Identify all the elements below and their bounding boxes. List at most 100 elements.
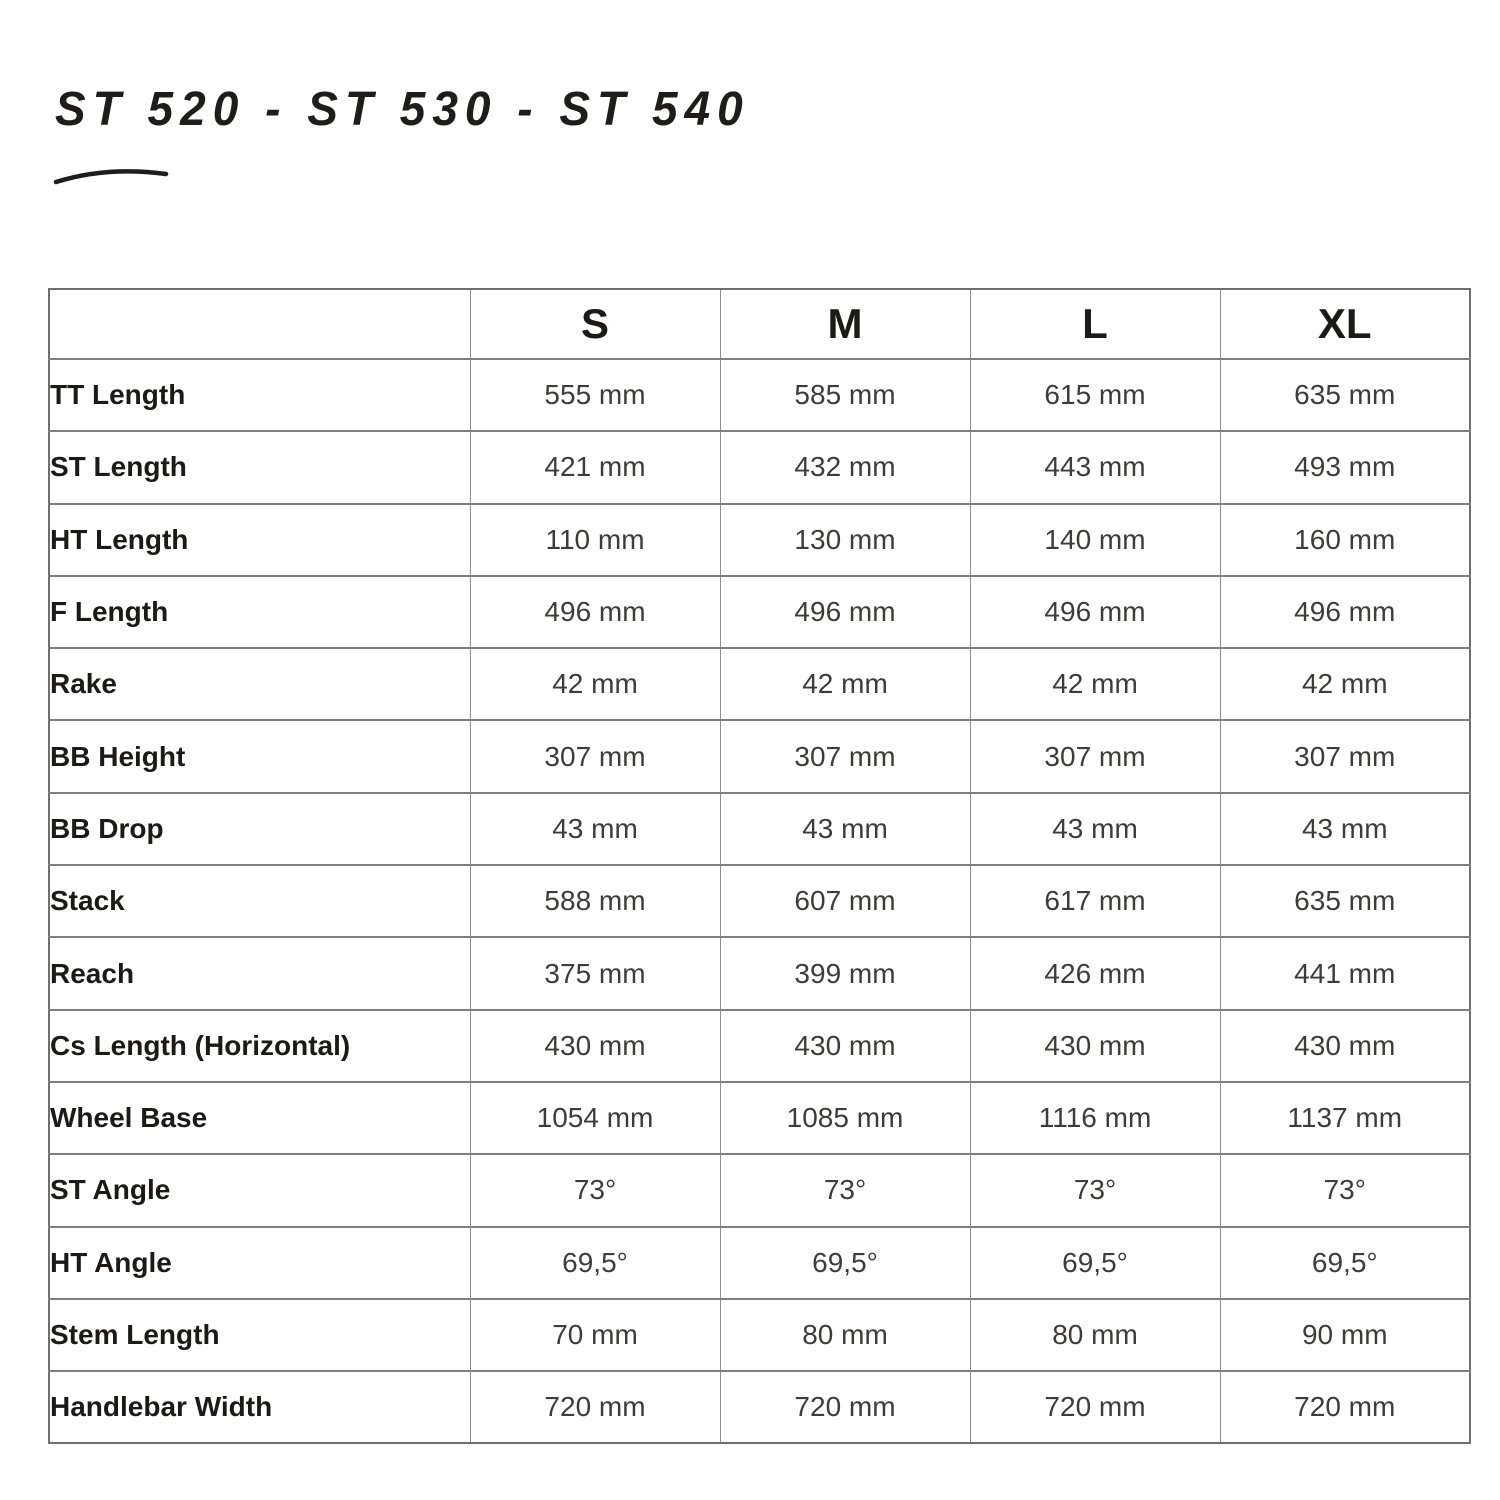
spec-value: 607 mm bbox=[719, 864, 970, 938]
spec-value: 80 mm bbox=[719, 1297, 970, 1372]
spec-value: 43 mm bbox=[1219, 791, 1470, 866]
spec-table-body: TT Length 555 mm 585 mm 615 mm 635 mm ST Leng… bbox=[49, 357, 1470, 1444]
table-row: BB Drop 43 mm 43 mm 43 mm 43 mm bbox=[49, 791, 1470, 866]
spec-value: 615 mm bbox=[969, 357, 1220, 432]
spec-value: 720 mm bbox=[719, 1370, 970, 1444]
table-row: Wheel Base 1054 mm 1085 mm 1116 mm 1137 mm bbox=[49, 1080, 1470, 1155]
spec-value: 42 mm bbox=[719, 647, 970, 721]
row-label: TT Length bbox=[49, 357, 470, 432]
spec-value: 720 mm bbox=[469, 1370, 720, 1444]
spec-value: 430 mm bbox=[969, 1008, 1220, 1082]
spec-value: 720 mm bbox=[1219, 1370, 1470, 1444]
spec-value: 496 mm bbox=[719, 574, 970, 649]
row-label: ST Angle bbox=[49, 1153, 470, 1227]
table-row: BB Height 307 mm 307 mm 307 mm 307 mm bbox=[49, 719, 1470, 793]
spec-value: 43 mm bbox=[469, 791, 720, 866]
spec-value: 69,5° bbox=[719, 1225, 970, 1299]
page-title: ST 520 - ST 530 - ST 540 bbox=[55, 81, 750, 136]
row-label: BB Height bbox=[49, 719, 470, 793]
table-row: TT Length 555 mm 585 mm 615 mm 635 mm bbox=[49, 357, 1470, 432]
spec-value: 441 mm bbox=[1219, 936, 1470, 1010]
spec-value: 496 mm bbox=[469, 574, 720, 649]
title-underline-swoosh bbox=[53, 169, 169, 185]
spec-value: 70 mm bbox=[469, 1297, 720, 1372]
spec-value: 493 mm bbox=[1219, 430, 1470, 504]
spec-value: 43 mm bbox=[969, 791, 1220, 866]
spec-value: 430 mm bbox=[469, 1008, 720, 1082]
spec-value: 421 mm bbox=[469, 430, 720, 504]
spec-value: 1137 mm bbox=[1219, 1080, 1470, 1155]
spec-value: 110 mm bbox=[469, 502, 720, 576]
geometry-table: S M L XL TT Length 555 mm 585 mm 615 mm 635 … bbox=[48, 288, 1471, 1445]
table-row: Handlebar Width 720 mm 720 mm 720 mm 720 mm bbox=[49, 1370, 1470, 1444]
spec-value: 43 mm bbox=[719, 791, 970, 866]
table-row: F Length 496 mm 496 mm 496 mm 496 mm bbox=[49, 574, 1470, 649]
spec-value: 42 mm bbox=[469, 647, 720, 721]
size-header-xl: XL bbox=[1219, 289, 1470, 359]
spec-value: 73° bbox=[469, 1153, 720, 1227]
row-label: Handlebar Width bbox=[49, 1370, 470, 1444]
spec-value: 42 mm bbox=[1219, 647, 1470, 721]
spec-value: 635 mm bbox=[1219, 864, 1470, 938]
spec-value: 307 mm bbox=[469, 719, 720, 793]
table-row: HT Angle 69,5° 69,5° 69,5° 69,5° bbox=[49, 1225, 1470, 1299]
corner-cell bbox=[49, 289, 470, 359]
table-row: Stack 588 mm 607 mm 617 mm 635 mm bbox=[49, 864, 1470, 938]
spec-value: 73° bbox=[719, 1153, 970, 1227]
size-header-s: S bbox=[469, 289, 720, 359]
row-label: Reach bbox=[49, 936, 470, 1010]
spec-value: 69,5° bbox=[1219, 1225, 1470, 1299]
spec-value: 1116 mm bbox=[969, 1080, 1220, 1155]
table-row: HT Length 110 mm 130 mm 140 mm 160 mm bbox=[49, 502, 1470, 576]
spec-value: 635 mm bbox=[1219, 357, 1470, 432]
spec-value: 140 mm bbox=[969, 502, 1220, 576]
spec-value: 617 mm bbox=[969, 864, 1220, 938]
table-row: ST Length 421 mm 432 mm 443 mm 493 mm bbox=[49, 430, 1470, 504]
size-header-row: S M L XL bbox=[49, 289, 1470, 359]
row-label: Wheel Base bbox=[49, 1080, 470, 1155]
row-label: Rake bbox=[49, 647, 470, 721]
size-header-m: M bbox=[719, 289, 970, 359]
spec-value: 496 mm bbox=[1219, 574, 1470, 649]
spec-value: 130 mm bbox=[719, 502, 970, 576]
spec-value: 307 mm bbox=[969, 719, 1220, 793]
spec-value: 307 mm bbox=[1219, 719, 1470, 793]
spec-value: 90 mm bbox=[1219, 1297, 1470, 1372]
spec-value: 430 mm bbox=[1219, 1008, 1470, 1082]
spec-value: 496 mm bbox=[969, 574, 1220, 649]
spec-value: 1054 mm bbox=[469, 1080, 720, 1155]
spec-value: 42 mm bbox=[969, 647, 1220, 721]
spec-value: 69,5° bbox=[969, 1225, 1220, 1299]
row-label: BB Drop bbox=[49, 791, 470, 866]
row-label: Stack bbox=[49, 864, 470, 938]
table-row: ST Angle 73° 73° 73° 73° bbox=[49, 1153, 1470, 1227]
row-label: F Length bbox=[49, 574, 470, 649]
spec-value: 720 mm bbox=[969, 1370, 1220, 1444]
spec-value: 432 mm bbox=[719, 430, 970, 504]
size-header-l: L bbox=[969, 289, 1220, 359]
spec-value: 375 mm bbox=[469, 936, 720, 1010]
table-row: Cs Length (Horizontal) 430 mm 430 mm 430 mm… bbox=[49, 1008, 1470, 1082]
spec-value: 588 mm bbox=[469, 864, 720, 938]
table-row: Rake 42 mm 42 mm 42 mm 42 mm bbox=[49, 647, 1470, 721]
spec-value: 1085 mm bbox=[719, 1080, 970, 1155]
spec-value: 430 mm bbox=[719, 1008, 970, 1082]
spec-value: 73° bbox=[1219, 1153, 1470, 1227]
spec-value: 80 mm bbox=[969, 1297, 1220, 1372]
table-row: Reach 375 mm 399 mm 426 mm 441 mm bbox=[49, 936, 1470, 1010]
spec-value: 443 mm bbox=[969, 430, 1220, 504]
row-label: ST Length bbox=[49, 430, 470, 504]
spec-value: 426 mm bbox=[969, 936, 1220, 1010]
row-label: Stem Length bbox=[49, 1297, 470, 1372]
spec-value: 399 mm bbox=[719, 936, 970, 1010]
spec-value: 73° bbox=[969, 1153, 1220, 1227]
table-row: Stem Length 70 mm 80 mm 80 mm 90 mm bbox=[49, 1297, 1470, 1372]
spec-value: 555 mm bbox=[469, 357, 720, 432]
spec-value: 69,5° bbox=[469, 1225, 720, 1299]
spec-value: 160 mm bbox=[1219, 502, 1470, 576]
row-label: Cs Length (Horizontal) bbox=[49, 1008, 470, 1082]
spec-value: 585 mm bbox=[719, 357, 970, 432]
row-label: HT Length bbox=[49, 502, 470, 576]
row-label: HT Angle bbox=[49, 1225, 470, 1299]
